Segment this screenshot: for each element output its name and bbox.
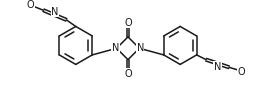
Text: N: N [136, 43, 144, 53]
Text: O: O [124, 18, 131, 28]
Text: O: O [237, 67, 245, 77]
Text: O: O [124, 69, 131, 79]
Text: O: O [27, 0, 34, 10]
Text: N: N [112, 43, 119, 53]
Text: N: N [51, 7, 58, 17]
Text: N: N [213, 62, 220, 72]
